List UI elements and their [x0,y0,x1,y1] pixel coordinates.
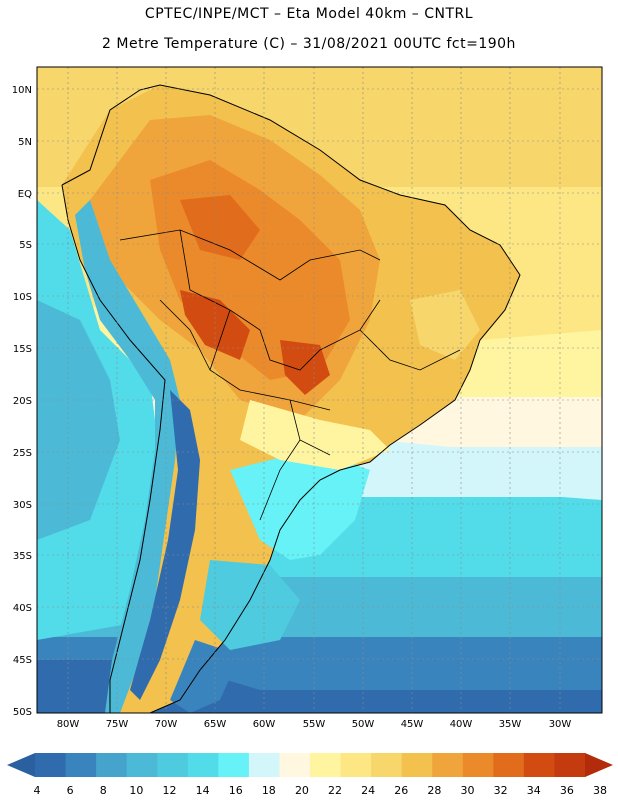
longitude-axis: 80W 75W 70W 65W 60W 55W 50W 45W 40W 35W … [57,719,572,730]
land-hottest-area [180,290,250,360]
legend-tick: 6 [67,784,74,797]
latitude-axis: 10N 5N EQ 5S 10S 15S 20S 25S 30S 35S 40S… [12,85,32,718]
legend-tick: 14 [196,784,210,797]
plot-frame [36,66,603,714]
legend-tick: 4 [34,784,41,797]
legend-low-arrow [7,753,35,777]
lon-label: 30W [549,719,572,730]
land-hot-spot [280,340,330,395]
legend-swatch [96,753,128,777]
legend-tick: 24 [361,784,375,797]
map-title-line-2: 2 Metre Temperature (C) – 31/08/2021 00U… [102,36,516,52]
patagonia-cold-zone [170,640,240,713]
legend-tick: 20 [295,784,309,797]
legend-tick: 38 [593,784,607,797]
lon-label: 55W [303,719,326,730]
legend-swatch [248,753,280,777]
legend-tick: 8 [100,784,107,797]
lat-label: 15S [13,344,32,355]
lon-label: 65W [204,719,227,730]
legend-tick: 34 [527,784,541,797]
atlantic-cool-region [380,440,602,500]
legend-swatch [554,753,586,777]
legend-swatch [462,753,494,777]
lon-label: 40W [450,719,473,730]
amazon-hot-area [180,195,260,260]
legend-tick: 16 [229,784,243,797]
lat-label: 25S [13,448,32,459]
legend-tick: 36 [560,784,574,797]
andes-coldest-strip [130,390,200,700]
lat-label: 5S [19,240,32,251]
legend-swatch [218,753,250,777]
lat-label: 45S [13,655,32,666]
legend-tick: 10 [129,784,143,797]
lon-label: 45W [401,719,424,730]
legend-swatch [126,753,158,777]
lon-label: 75W [106,719,129,730]
legend-tick: 12 [162,784,176,797]
grid-lines [37,67,602,713]
legend-tick: 30 [461,784,475,797]
plot-area [37,67,602,713]
lat-label: 20S [13,396,32,407]
coastline [61,84,521,713]
lon-label: 50W [352,719,375,730]
lat-label: 5N [18,137,32,148]
southern-mild-zone [240,400,390,470]
legend-swatch [279,753,311,777]
map-title-line-1: CPTEC/INPE/MCT – Eta Model 40km – CNTRL [144,6,474,22]
lat-label: 10S [13,292,32,303]
legend-tick: 18 [262,784,276,797]
andes-cold-strip [75,200,180,713]
legend-swatch [187,753,219,777]
lat-label: 50S [13,707,32,718]
legend-swatch [493,753,525,777]
legend-swatch [432,753,464,777]
legend-swatches [35,753,586,777]
lon-label: 70W [155,719,178,730]
lat-label: 10N [12,85,32,96]
pacific-colder-region [37,300,120,540]
legend-tick: 32 [494,784,508,797]
lat-label: 30S [13,500,32,511]
legend-tick: 26 [394,784,408,797]
lat-label: 40S [13,603,32,614]
patagonia-zone [200,560,300,650]
legend-tick: 28 [427,784,441,797]
legend-tick-labels: 4 6 8 10 12 14 16 18 20 22 24 26 28 30 32 34 36 38 [34,784,608,797]
legend-swatch [340,753,372,777]
legend-swatch [523,753,555,777]
legend-swatch [310,753,342,777]
legend-swatch [35,753,67,777]
lon-label: 80W [57,719,80,730]
northeast-mild-zone [410,290,480,360]
lat-label: 35S [13,551,32,562]
legend-swatch [371,753,403,777]
legend-high-arrow [585,753,613,777]
lon-label: 35W [499,719,522,730]
country-borders [119,229,461,521]
color-legend: 4 6 8 10 12 14 16 18 20 22 24 26 28 30 32 34 36 38 [7,753,613,797]
legend-tick: 22 [328,784,342,797]
southern-cool-zone [230,455,370,560]
legend-swatch [65,753,97,777]
legend-swatch [157,753,189,777]
legend-swatch [401,753,433,777]
lat-label: EQ [18,189,32,200]
lon-label: 60W [253,719,276,730]
